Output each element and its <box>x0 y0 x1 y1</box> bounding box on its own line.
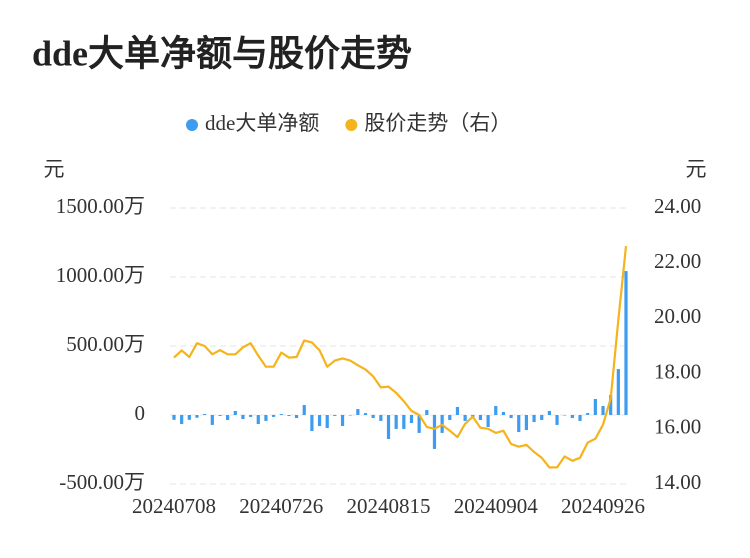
bar <box>218 415 222 416</box>
bar <box>586 413 590 415</box>
bar <box>241 415 245 420</box>
bar <box>310 415 314 432</box>
bar <box>616 369 620 415</box>
bar <box>256 415 260 424</box>
chart-title: dde大单净额与股价走势 <box>32 33 412 73</box>
bar <box>379 415 383 421</box>
bar <box>601 406 605 415</box>
legend-marker <box>345 119 358 131</box>
y2-tick-label: 20.00 <box>654 304 701 328</box>
bar <box>432 415 437 449</box>
x-tick-label: 20240815 <box>347 494 431 518</box>
y-axis-label: 元 <box>44 157 65 181</box>
bar <box>570 415 574 419</box>
legend-label: 股价走势（右） <box>364 111 511 135</box>
y2-tick-label: 16.00 <box>654 415 701 439</box>
bar <box>455 406 460 415</box>
x-tick-label: 20240708 <box>132 494 216 518</box>
bar <box>624 271 628 415</box>
y-tick-label: 1000.00万 <box>56 263 145 287</box>
bar <box>226 415 230 420</box>
bar <box>302 405 306 415</box>
bar <box>325 415 329 428</box>
bar <box>340 415 345 427</box>
bar <box>279 414 283 415</box>
bar <box>386 415 391 440</box>
bar <box>555 415 559 425</box>
bar <box>578 415 582 421</box>
price-line <box>173 245 628 469</box>
bar <box>187 415 191 420</box>
bar <box>532 415 536 423</box>
y2-tick-label: 14.00 <box>654 470 701 494</box>
bar <box>501 411 506 415</box>
y-tick-label: 0 <box>135 401 146 425</box>
bar <box>563 415 567 416</box>
bar <box>463 415 467 421</box>
bar <box>271 415 276 417</box>
bar <box>172 415 176 420</box>
bar <box>195 415 199 418</box>
bar <box>425 410 429 415</box>
y2-axis-label: 元 <box>686 157 707 181</box>
bar <box>264 415 268 421</box>
bar <box>547 410 551 415</box>
bar <box>609 394 613 415</box>
bar <box>593 398 597 415</box>
bar <box>540 415 544 420</box>
bar <box>524 415 529 431</box>
bar <box>333 415 337 416</box>
y-tick-label: 500.00万 <box>66 332 145 356</box>
legend-label: dde大单净额 <box>205 111 319 135</box>
x-tick-label: 20240726 <box>239 494 323 518</box>
bar <box>517 415 521 432</box>
bar <box>478 415 483 420</box>
y2-tick-label: 18.00 <box>654 359 701 383</box>
bar <box>509 415 513 419</box>
bar <box>249 415 253 417</box>
bar <box>348 415 352 416</box>
bar <box>210 415 214 425</box>
bar <box>233 410 237 415</box>
legend-marker <box>186 119 198 131</box>
bar <box>494 406 498 415</box>
x-tick-label: 20240904 <box>454 494 539 518</box>
bar <box>448 415 452 420</box>
bar <box>203 414 207 415</box>
bar <box>394 415 398 429</box>
bar <box>363 413 368 415</box>
bar <box>356 409 360 415</box>
y-tick-label: 1500.00万 <box>56 194 145 218</box>
bar <box>371 415 375 419</box>
y2-tick-label: 22.00 <box>654 249 701 273</box>
bar <box>287 415 291 416</box>
y2-tick-label: 24.00 <box>654 194 701 218</box>
bar <box>486 415 490 428</box>
bar <box>409 415 414 424</box>
bar <box>402 415 406 429</box>
bar <box>317 415 322 427</box>
y-tick-label: -500.00万 <box>59 470 145 494</box>
x-tick-label: 20240926 <box>561 494 645 518</box>
bar <box>417 415 421 433</box>
bar <box>294 415 299 419</box>
bar <box>180 415 184 424</box>
